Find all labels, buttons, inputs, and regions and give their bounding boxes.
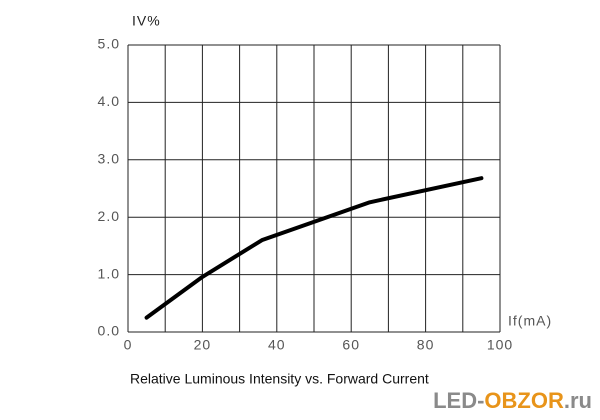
watermark: LED-OBZOR.ru <box>433 388 592 413</box>
x-tick-label: 40 <box>268 337 286 353</box>
x-tick-label: 0 <box>124 337 133 353</box>
x-tick-label: 60 <box>342 337 360 353</box>
watermark-part: .ru <box>564 388 592 413</box>
watermark-part: OBZOR <box>484 388 564 413</box>
y-tick-label: 3.0 <box>98 151 120 167</box>
y-tick-label: 4.0 <box>98 93 120 109</box>
x-tick-label: 80 <box>417 337 435 353</box>
data-line <box>144 176 484 320</box>
x-tick-label: 100 <box>487 337 513 353</box>
y-axis-label: IV% <box>132 13 161 29</box>
chart-title: Relative Luminous Intensity vs. Forward … <box>130 371 429 387</box>
x-axis-label: If(mA) <box>508 313 552 329</box>
y-tick-label: 5.0 <box>98 36 120 52</box>
y-tick-label: 1.0 <box>98 265 120 281</box>
y-tick-label: 0.0 <box>98 323 120 339</box>
x-tick-label: 20 <box>194 337 212 353</box>
watermark-part: LED- <box>433 388 484 413</box>
y-tick-label: 2.0 <box>98 208 120 224</box>
